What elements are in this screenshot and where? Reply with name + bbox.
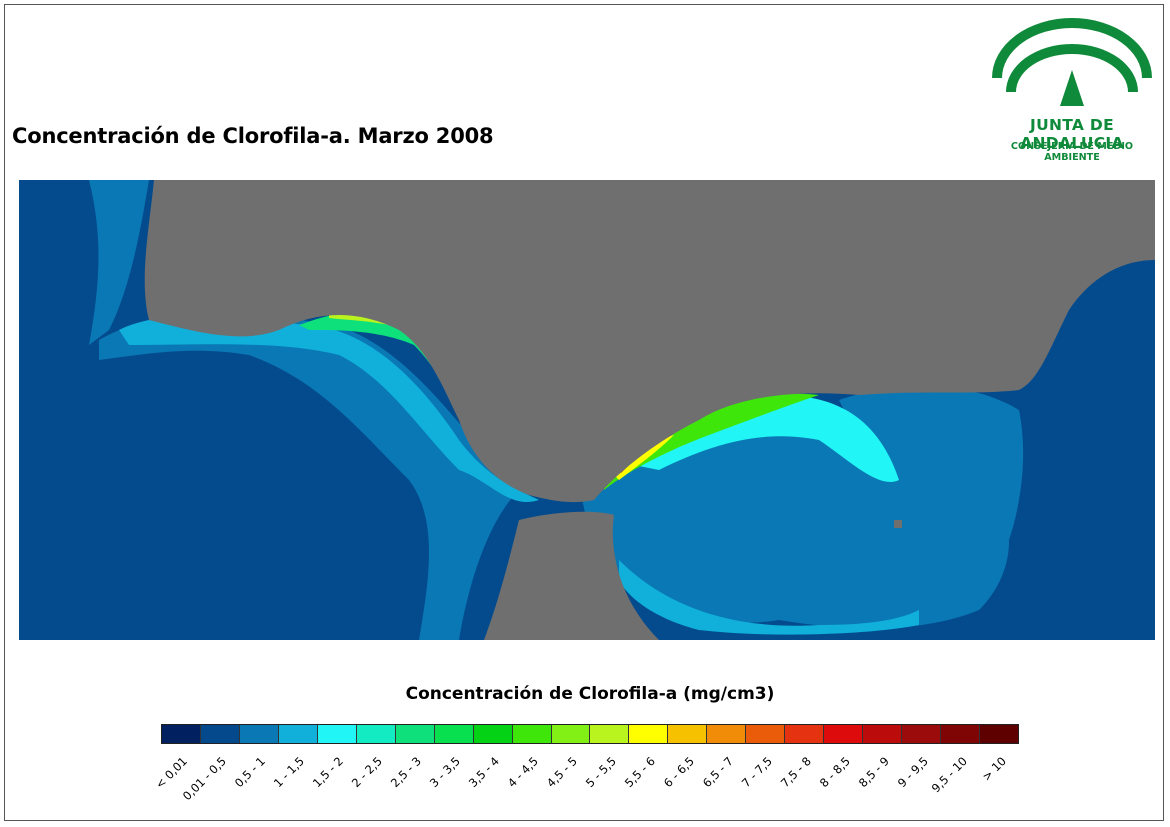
page-title: Concentración de Clorofila-a. Marzo 2008 bbox=[12, 124, 494, 148]
legend-label: 3,5 - 4 bbox=[466, 754, 503, 791]
junta-de-andalucia-logo: JUNTA DE ANDALUCIA CONSEJERÍA DE MEDIO A… bbox=[982, 14, 1162, 164]
legend-swatch bbox=[629, 725, 669, 743]
mediterranean-moderate-east bbox=[839, 386, 1024, 540]
legend-swatch bbox=[590, 725, 630, 743]
legend-label: 8,5 - 9 bbox=[856, 754, 893, 791]
legend-label: 5,5 - 6 bbox=[622, 754, 659, 791]
legend-label: 1 - 1,5 bbox=[271, 754, 308, 791]
legend-swatch bbox=[785, 725, 825, 743]
legend-swatch bbox=[395, 725, 435, 743]
legend-swatch bbox=[162, 725, 201, 743]
legend-swatch bbox=[473, 725, 513, 743]
malaga-bloom-core bbox=[614, 435, 674, 480]
legend-swatch bbox=[434, 725, 474, 743]
legend-swatch bbox=[239, 725, 279, 743]
legend-title: Concentración de Clorofila-a (mg/cm3) bbox=[405, 684, 775, 704]
legend-label: 7,5 - 8 bbox=[778, 754, 815, 791]
legend-label: 4,5 - 5 bbox=[544, 754, 581, 791]
legend-swatch bbox=[707, 725, 747, 743]
legend-swatch bbox=[278, 725, 318, 743]
iberian-peninsula bbox=[144, 180, 1155, 503]
legend-label: 6 - 6,5 bbox=[661, 754, 698, 791]
legend-swatch bbox=[512, 725, 552, 743]
legend-swatch bbox=[980, 725, 1018, 743]
legend-swatch bbox=[746, 725, 786, 743]
legend-swatch bbox=[668, 725, 708, 743]
alboran-coastal-band bbox=[609, 395, 899, 482]
legend-label: 3 - 3,5 bbox=[427, 754, 464, 791]
legend-swatch bbox=[317, 725, 357, 743]
alboran-island bbox=[894, 520, 902, 528]
legend-swatch bbox=[941, 725, 981, 743]
legend-label: > 10 bbox=[979, 754, 1010, 784]
legend-label: 4 - 4,5 bbox=[505, 754, 542, 791]
legend-swatch bbox=[551, 725, 591, 743]
legend-label: 9,5 - 10 bbox=[928, 754, 971, 796]
portugal-coast-moderate bbox=[89, 180, 149, 345]
legend-swatch bbox=[902, 725, 942, 743]
morocco-coast bbox=[484, 511, 659, 640]
atlantic-coastal-band bbox=[119, 315, 539, 503]
alboran-south-band bbox=[619, 560, 919, 635]
legend-label: 8 - 8,5 bbox=[817, 754, 854, 791]
logo-name: JUNTA DE ANDALUCIA bbox=[1020, 116, 1124, 152]
legend-label: 5 - 5,5 bbox=[583, 754, 620, 791]
map-frame bbox=[4, 4, 1164, 821]
legend-swatch bbox=[200, 725, 240, 743]
legend-label: 0,5 - 1 bbox=[232, 754, 269, 791]
legend-label: 9 - 9,5 bbox=[895, 754, 932, 791]
legend-label: 7 - 7,5 bbox=[739, 754, 776, 791]
logo-subtitle: CONSEJERÍA DE MEDIO AMBIENTE bbox=[1010, 141, 1134, 163]
legend-label: 2 - 2,5 bbox=[349, 754, 386, 791]
legend-label: 6,5 - 7 bbox=[700, 754, 737, 791]
legend-swatch bbox=[863, 725, 903, 743]
logo-emblem bbox=[992, 18, 1152, 106]
legend-label: 1,5 - 2 bbox=[310, 754, 347, 791]
legend-swatch bbox=[356, 725, 396, 743]
legend-label: 2,5 - 3 bbox=[388, 754, 425, 791]
color-legend bbox=[161, 724, 1019, 744]
legend-swatch bbox=[824, 725, 864, 743]
chlorophyll-map bbox=[19, 180, 1155, 640]
